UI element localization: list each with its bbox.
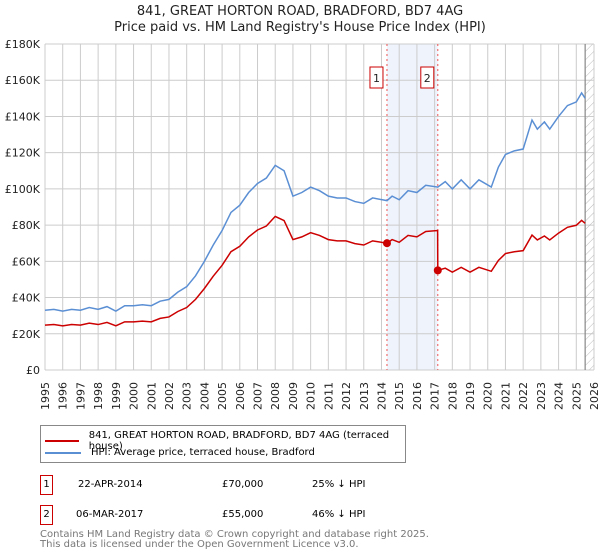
x-tick-label: 2025	[570, 382, 583, 410]
x-tick-label: 2001	[145, 382, 158, 410]
sale-label-box	[420, 66, 435, 89]
transaction-date: 06-MAR-2017	[76, 509, 144, 520]
red-line-swatch	[45, 440, 79, 442]
x-tick-label: 2021	[499, 382, 512, 410]
property-price-line	[44, 215, 586, 327]
x-tick-label: 2000	[128, 382, 141, 410]
x-tick-label: 2026	[588, 382, 600, 410]
sale-point	[382, 239, 391, 248]
x-tick-label: 1997	[74, 382, 87, 410]
blue-line-swatch	[45, 451, 81, 454]
legend-item-property: 841, GREAT HORTON ROAD, BRADFORD, BD7 4A…	[45, 430, 405, 452]
x-tick-label: 2011	[322, 382, 335, 410]
transaction-hpi-diff: 25% ↓ HPI	[312, 479, 366, 490]
highlight-band	[386, 44, 438, 370]
x-tick-label: 2003	[181, 382, 194, 410]
sale-label-box	[369, 66, 384, 89]
x-tick-label: 2015	[393, 382, 406, 410]
price-chart: 1995 1996 1997 1998 1999 2000 2001 2002 2003 2004…	[5, 38, 600, 410]
transaction-row: 1 22-APR-2014 £70,000 25% ↓ HPI	[40, 475, 440, 495]
legend-item-hpi: HPI: Average price, terraced house, Brad…	[45, 447, 315, 458]
legend-label: 841, GREAT HORTON ROAD, BRADFORD, BD7 4A…	[88, 430, 390, 452]
marker-badge: 1	[40, 475, 53, 495]
forecast-hatch	[585, 44, 594, 370]
x-tick-label: 2017	[429, 382, 442, 410]
sale-point	[433, 266, 442, 275]
x-tick-label: 2022	[517, 382, 530, 410]
x-tick-label: 2002	[163, 382, 176, 410]
x-tick-label: 2005	[216, 382, 229, 410]
transaction-row: 2 06-MAR-2017 £55,000 46% ↓ HPI	[40, 505, 440, 525]
chart-subtitle: Price paid vs. HM Land Registry's House …	[114, 20, 486, 35]
y-tick-label: £0	[26, 364, 40, 377]
x-tick-label: 2016	[411, 382, 424, 410]
x-tick-label: 2018	[446, 382, 459, 410]
x-tick-label: 2009	[287, 382, 300, 410]
transaction-price: £55,000	[222, 509, 264, 520]
x-tick-label: 2010	[305, 382, 318, 410]
footer-copyright: Contains HM Land Registry data © Crown c…	[40, 529, 429, 540]
x-tick-label: 2023	[535, 382, 548, 410]
x-tick-label: 2019	[464, 382, 477, 410]
sale-label: 1	[373, 72, 380, 85]
transaction-date: 22-APR-2014	[78, 479, 143, 490]
chart-title: 841, GREAT HORTON ROAD, BRADFORD, BD7 4A…	[136, 4, 464, 19]
x-tick-label: 2014	[375, 382, 388, 410]
y-tick-label: £140K	[5, 110, 41, 123]
x-tick-label: 2008	[269, 382, 282, 410]
y-tick-label: £120K	[5, 147, 41, 160]
x-tick-label: 2007	[252, 382, 265, 410]
x-tick-label: 1998	[92, 382, 105, 410]
footer-licence: This data is licensed under the Open Gov…	[40, 539, 359, 550]
x-tick-label: 1995	[39, 382, 52, 410]
legend: 841, GREAT HORTON ROAD, BRADFORD, BD7 4A…	[40, 425, 406, 463]
legend-label: HPI: Average price, terraced house, Brad…	[91, 447, 315, 458]
x-tick-label: 2024	[553, 382, 566, 410]
x-tick-label: 1996	[57, 382, 70, 410]
transaction-price: £70,000	[222, 479, 264, 490]
x-tick-label: 2004	[198, 382, 211, 410]
y-tick-label: £100K	[5, 183, 41, 196]
marker-badge: 2	[40, 505, 53, 525]
y-tick-label: £180K	[5, 38, 41, 51]
hpi-line	[44, 91, 586, 312]
x-tick-label: 2020	[482, 382, 495, 410]
footer: Contains HM Land Registry data © Crown c…	[40, 530, 429, 550]
y-tick-label: £40K	[12, 292, 41, 305]
x-tick-label: 2006	[234, 382, 247, 410]
transaction-hpi-diff: 46% ↓ HPI	[312, 509, 366, 520]
y-tick-label: £60K	[12, 255, 41, 268]
y-tick-label: £80K	[12, 219, 41, 232]
x-tick-label: 2013	[358, 382, 371, 410]
y-tick-label: £20K	[12, 328, 41, 341]
x-tick-label: 1999	[110, 382, 123, 410]
y-tick-label: £160K	[5, 74, 41, 87]
sale-label: 2	[424, 72, 431, 85]
x-tick-label: 2012	[340, 382, 353, 410]
